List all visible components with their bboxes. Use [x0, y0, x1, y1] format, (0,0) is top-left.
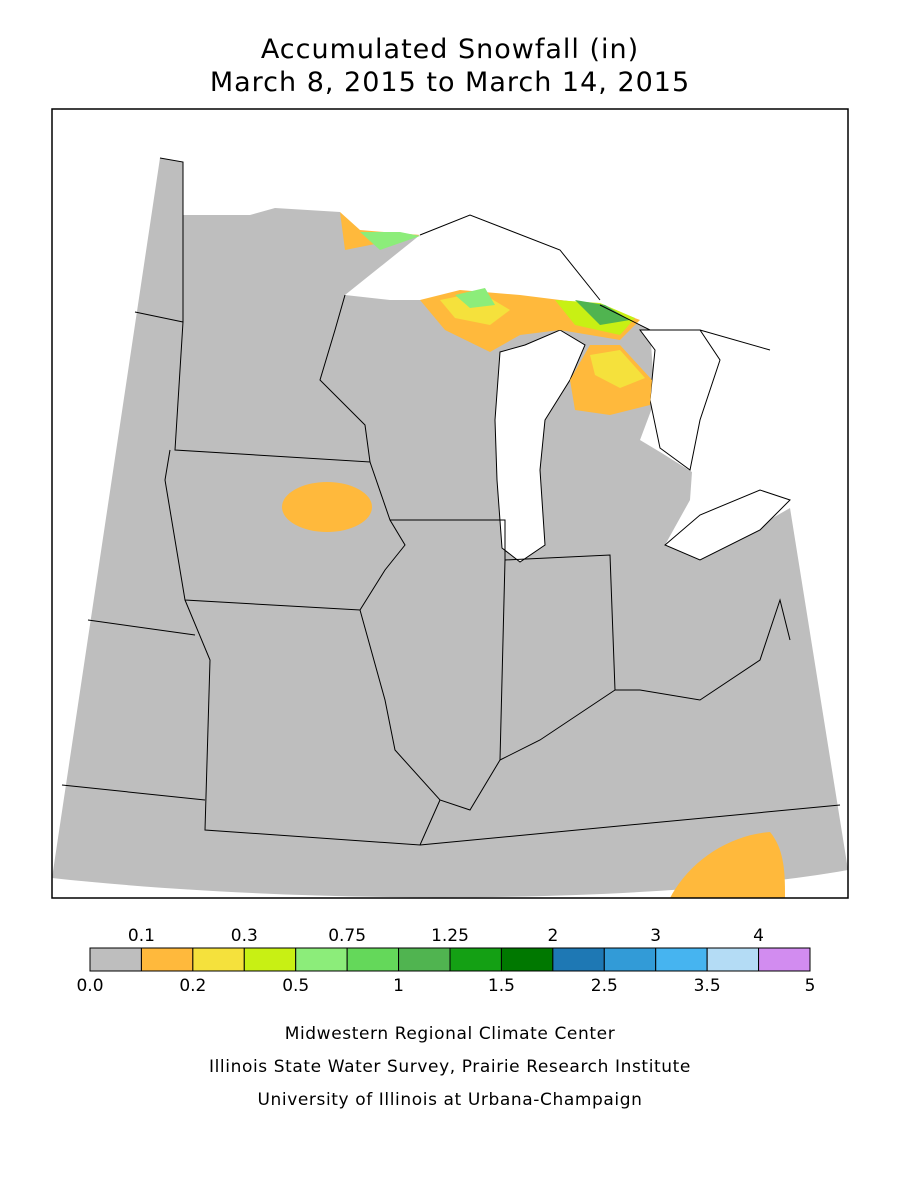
title-line: Accumulated Snowfall (in)	[261, 34, 639, 65]
legend-swatch	[243, 947, 297, 972]
legend-swatch	[603, 947, 657, 972]
legend-label: 0.2	[179, 976, 206, 996]
credit-line: Midwestern Regional Climate Center	[285, 1024, 616, 1044]
legend-swatch	[346, 947, 400, 972]
legend-label: 0.5	[282, 976, 309, 996]
legend-swatch	[398, 947, 451, 972]
state-borders	[61, 157, 841, 846]
map	[51, 108, 849, 899]
legend-swatch	[500, 947, 554, 972]
legend-label: 1.25	[431, 926, 469, 946]
legend-swatch	[655, 947, 708, 972]
legend-label: 0.0	[76, 976, 103, 996]
snow-lower-michigan	[590, 350, 645, 388]
legend-swatch	[295, 947, 348, 972]
snow-tennessee	[670, 832, 785, 898]
legend-swatch	[89, 947, 142, 972]
legend-label: 4	[753, 926, 764, 946]
credit-line: University of Illinois at Urbana-Champai…	[257, 1090, 642, 1110]
legend-swatch	[449, 947, 502, 972]
title-line: March 8, 2015 to March 14, 2015	[210, 67, 690, 98]
snow-north-shore	[340, 212, 420, 250]
legend: 0.0 0.1 0.2 0.3 0.5 0.75 1 1.25 1.5 2 2.5 3 3.5 4 5	[76, 926, 815, 996]
land-us	[52, 158, 848, 898]
legend-label: 0.1	[128, 926, 155, 946]
legend-label: 0.3	[231, 926, 258, 946]
legend-swatch	[140, 947, 194, 972]
legend-label: 5	[805, 976, 816, 996]
legend-swatch	[758, 947, 811, 972]
snow-up-michigan	[575, 300, 630, 325]
legend-swatch	[192, 947, 245, 972]
snow-iowa-minnesota	[282, 482, 372, 532]
snow-superior-shore	[455, 288, 495, 308]
credit-line: Illinois State Water Survey, Prairie Res…	[209, 1057, 691, 1077]
legend-label: 3	[650, 926, 661, 946]
legend-swatch	[552, 947, 605, 972]
snow-north-shore	[360, 232, 420, 250]
legend-label: 2.5	[591, 976, 618, 996]
legend-swatch	[706, 947, 760, 972]
map-frame	[51, 108, 849, 899]
legend-label: 1	[393, 976, 404, 996]
snow-superior-shore	[440, 292, 510, 325]
legend-label: 0.75	[328, 926, 366, 946]
lake-erie	[664, 489, 791, 561]
legend-label: 1.5	[488, 976, 515, 996]
legend-label: 3.5	[694, 976, 721, 996]
lake-huron	[639, 329, 721, 471]
legend-label: 2	[547, 926, 558, 946]
